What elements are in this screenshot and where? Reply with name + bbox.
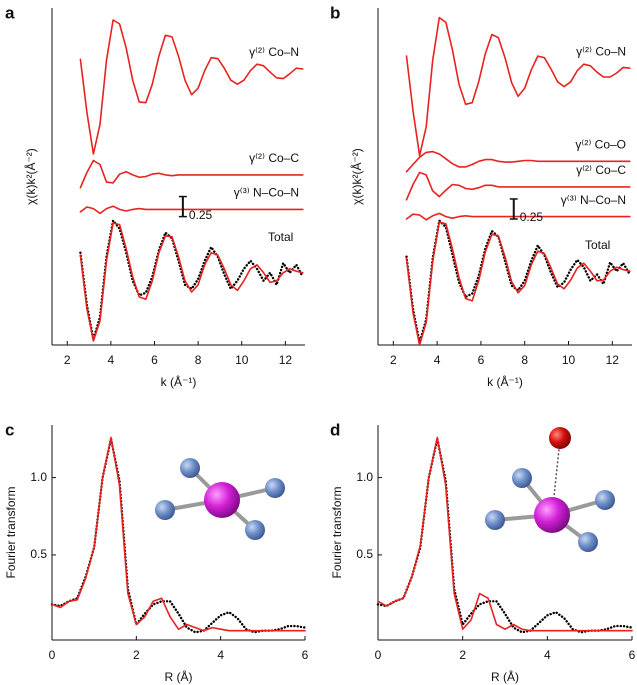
x-tick-label: 2 <box>459 648 466 662</box>
series-label: γ⁽²⁾ Co–N <box>249 45 299 59</box>
data-line <box>405 221 631 346</box>
y-tick-label: 1.0 <box>30 470 47 484</box>
data-dots <box>405 219 631 344</box>
annotation: Total <box>268 230 293 244</box>
series-label: γ⁽³⁾ N–Co–N <box>561 193 626 207</box>
molecule-c <box>155 458 285 540</box>
x-tick-label: 12 <box>279 353 293 367</box>
x-tick-label: 2 <box>390 353 397 367</box>
data-line <box>79 19 304 155</box>
series-label: γ⁽²⁾ Co–O <box>575 137 626 151</box>
panel-label: b <box>330 3 340 22</box>
y-axis-label: χ(k)k²(Å⁻²) <box>23 148 38 205</box>
x-axis-label: k (Å⁻¹) <box>487 374 523 389</box>
x-tick-label: 8 <box>195 353 202 367</box>
x-tick-label: 6 <box>302 648 309 662</box>
scale-bar-label: 0.25 <box>189 208 213 222</box>
data-dots <box>50 437 307 634</box>
data-line <box>51 436 306 632</box>
panel: a 2 4 6 8 10 12 k (Å⁻¹) χ(k)k²(Å⁻²) γ⁽²⁾ Co–N γ⁽²⁾… <box>5 3 305 389</box>
y-axis-label: Fourier transform <box>4 486 18 578</box>
x-tick-label: 4 <box>108 353 115 367</box>
data-line <box>79 205 304 215</box>
x-tick-label: 8 <box>521 353 528 367</box>
x-tick-label: 0 <box>49 648 56 662</box>
x-tick-label: 6 <box>478 353 485 367</box>
x-tick-label: 2 <box>133 648 140 662</box>
x-axis-label: R (Å) <box>165 669 193 684</box>
data-line <box>79 222 304 342</box>
x-tick-label: 4 <box>544 648 551 662</box>
series-label: γ⁽²⁾ Co–C <box>576 163 626 177</box>
data-line <box>79 159 304 189</box>
x-tick-label: 10 <box>235 353 249 367</box>
x-tick-label: 4 <box>434 353 441 367</box>
scale-bar-label: 0.25 <box>520 210 544 224</box>
x-tick-label: 6 <box>151 353 158 367</box>
y-tick-label: 1.0 <box>356 470 373 484</box>
x-tick-label: 2 <box>64 353 71 367</box>
x-axis-label: R (Å) <box>491 669 519 684</box>
series-label: γ⁽³⁾ N–Co–N <box>234 186 299 200</box>
molecule-d <box>485 427 615 552</box>
data-line <box>405 171 631 201</box>
x-tick-label: 12 <box>606 353 620 367</box>
y-axis-label: χ(k)k²(Å⁻²) <box>349 148 364 205</box>
data-line <box>405 212 631 221</box>
series-label: γ⁽²⁾ Co–N <box>576 44 626 58</box>
data-line <box>405 16 631 157</box>
x-tick-label: 0 <box>375 648 382 662</box>
panel-label: c <box>5 420 14 439</box>
x-tick-label: 4 <box>217 648 224 662</box>
x-tick-label: 6 <box>629 648 636 662</box>
panel: c 0 2 4 6 0.5 1.0 R (Å) Fourier transform <box>4 420 308 684</box>
y-tick-label: 0.5 <box>30 547 47 561</box>
panel-label: a <box>5 3 15 22</box>
data-line <box>377 436 633 632</box>
y-axis-label: Fourier transform <box>330 486 344 578</box>
annotation: Total <box>585 238 610 252</box>
panel-label: d <box>330 420 340 439</box>
data-dots <box>79 219 304 341</box>
panel: b 2 4 6 8 10 12 k (Å⁻¹) χ(k)k²(Å⁻²) γ⁽²⁾ Co–N γ⁽²⁾… <box>330 3 632 389</box>
data-line <box>405 150 631 173</box>
series-label: γ⁽²⁾ Co–C <box>249 151 299 165</box>
x-tick-label: 10 <box>562 353 576 367</box>
panel: d 0 2 4 6 0.5 1.0 R (Å) Fourier transform <box>330 420 636 684</box>
x-axis-label: k (Å⁻¹) <box>161 374 197 389</box>
y-tick-label: 0.5 <box>356 547 373 561</box>
